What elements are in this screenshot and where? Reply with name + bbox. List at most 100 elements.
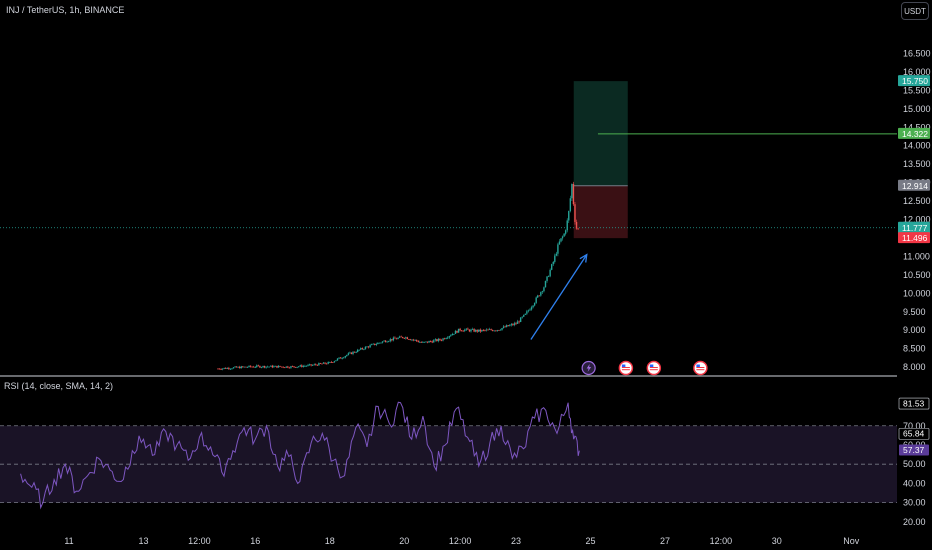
candle-body (544, 280, 547, 288)
event-markers[interactable] (581, 360, 708, 376)
candle-body (249, 365, 252, 367)
candle-body (523, 314, 525, 317)
candle-body (447, 337, 449, 339)
us-flag-icon[interactable] (646, 360, 662, 376)
candle-body (521, 316, 523, 318)
candle-body (260, 367, 263, 368)
price-tick-label: 12.500 (903, 196, 931, 206)
rsi-axis[interactable]: 70.0060.0050.0040.0030.0020.0081.5365.84… (898, 397, 930, 527)
candle-body (392, 337, 395, 341)
symbol-title: INJ / TetherUS, 1h, BINANCE (6, 5, 125, 15)
candle-body (502, 326, 505, 329)
candle-body (369, 345, 371, 348)
candle-body (274, 365, 277, 367)
candle-body (453, 333, 455, 335)
candle-body (445, 338, 447, 340)
candle-body (448, 336, 450, 338)
candle-body (426, 341, 429, 343)
candle-body (378, 342, 381, 344)
us-flag-icon[interactable] (693, 360, 708, 376)
candle-body (501, 328, 503, 330)
candle-body (350, 352, 353, 355)
candle-body (484, 329, 486, 331)
candle-body (400, 336, 402, 338)
candle-body (339, 357, 342, 359)
time-tick-label: 20 (399, 536, 409, 546)
price-badge-value: 11.777 (902, 223, 928, 233)
candle-body (277, 365, 280, 368)
candle-body (406, 337, 409, 340)
candle-body (496, 330, 499, 331)
candle-body (429, 341, 432, 342)
candle-body (232, 367, 235, 369)
candle-body (412, 339, 415, 341)
candle-body (471, 329, 474, 330)
time-tick-label: 18 (325, 536, 335, 546)
rsi-tick-label: 40.00 (903, 478, 926, 488)
candle-body (290, 366, 292, 368)
trend-arrow[interactable] (530, 254, 588, 340)
candle-body (479, 329, 482, 332)
candle-body (321, 363, 323, 365)
candle-body (526, 311, 528, 314)
candle-body (481, 329, 483, 332)
candle-body (527, 310, 530, 312)
candle-body (329, 361, 331, 363)
candle-body (370, 344, 373, 346)
candle-body (273, 366, 275, 368)
candle-body (256, 365, 258, 367)
candle-body (490, 329, 492, 331)
currency-button[interactable]: USDT (901, 2, 929, 20)
candle-body (299, 365, 301, 367)
candle-body (571, 184, 573, 199)
candle-body (384, 340, 387, 343)
candle-body (325, 363, 328, 365)
price-badge: 14.322 (898, 127, 930, 139)
candle-body (530, 307, 533, 310)
candle-body (240, 366, 242, 369)
price-tick-label: 16.500 (903, 48, 931, 58)
candle-body (409, 339, 412, 341)
candle-body (217, 368, 219, 370)
price-badge: 15.750 (898, 75, 930, 87)
candle-body (307, 364, 309, 366)
price-badge-value: 12.914 (902, 181, 928, 191)
candle-body (437, 338, 440, 342)
lightning-icon[interactable] (581, 360, 596, 376)
candle-body (459, 328, 461, 331)
candle-body (367, 346, 370, 348)
candle-body (310, 364, 312, 366)
rsi-line (20, 401, 580, 510)
candle-body (504, 326, 506, 328)
candle-body (248, 365, 250, 368)
candle-body (462, 330, 464, 332)
rsi-value-badge: 57.37 (899, 444, 929, 456)
us-flag-icon[interactable] (618, 360, 634, 376)
candle-body (540, 292, 542, 296)
candle-body (423, 341, 426, 343)
candle-body (549, 269, 551, 277)
candle-body (414, 339, 416, 341)
time-tick-label: 23 (511, 536, 521, 546)
candle-body (308, 364, 311, 366)
price-tick-label: 8.500 (903, 344, 926, 354)
candle-body (541, 291, 544, 293)
price-tick-label: 10.000 (903, 288, 931, 298)
time-axis[interactable]: 11 13 12:00 16 18 20 12:00 23 25 27 12:00 30 Nov (64, 536, 859, 546)
candle-body (572, 184, 575, 205)
candle-body (513, 323, 516, 326)
drawings[interactable] (530, 133, 897, 340)
position-tool[interactable] (573, 81, 628, 239)
candle-body (411, 339, 413, 341)
stop-zone[interactable] (573, 185, 628, 239)
candle-body (473, 329, 475, 332)
svg-text:57.37: 57.37 (903, 445, 925, 455)
time-tick-label: Nov (843, 536, 860, 546)
time-tick-label: 12:00 (188, 536, 211, 546)
candle-body (352, 351, 354, 355)
candle-body (465, 328, 468, 330)
candle-body (356, 349, 359, 353)
candle-body (442, 338, 444, 341)
candle-body (374, 343, 376, 345)
